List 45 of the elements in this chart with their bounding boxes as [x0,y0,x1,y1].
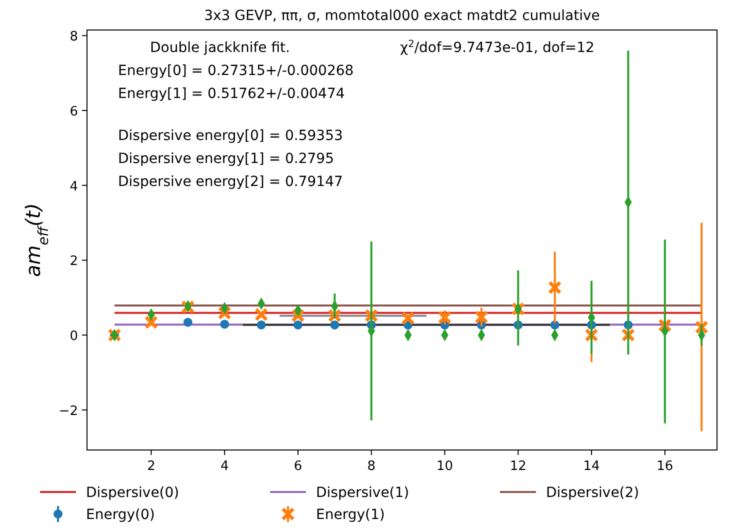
annotation: Double jackknife fit. [150,40,290,56]
legend-label: Dispersive(1) [316,485,410,501]
point [183,318,192,327]
x-tick-label: 4 [220,459,229,474]
point [256,320,266,330]
point [293,320,302,330]
y-tick-label: 8 [70,30,78,45]
point [550,320,560,330]
y-tick-label: 6 [70,104,78,120]
point [474,310,488,324]
x-tick-label: 10 [436,459,454,474]
x-tick-label: 8 [367,459,376,474]
annotation: Dispersive energy[1] = 0.2795 [118,151,334,167]
y-tick-label: 0 [70,329,78,344]
point [108,328,122,342]
point [291,308,305,322]
point [548,280,562,294]
point [144,315,158,330]
legend-label: Energy(1) [316,507,385,523]
legend-label: Dispersive(0) [86,485,180,501]
point [511,302,525,316]
x-tick-label: 12 [510,459,526,474]
x-tick-label: 2 [147,459,156,474]
point [330,320,340,330]
x-tick-label: 14 [583,459,600,474]
legend-label: Energy(0) [86,507,155,523]
point [220,320,230,329]
annotation: Energy[1] = 0.51762+/-0.00474 [118,86,345,102]
point [401,311,415,326]
annotation: Energy[0] = 0.27315+/-0.000268 [118,63,354,79]
legend-label: Dispersive(2) [546,485,640,501]
y-tick-label: 4 [70,179,78,194]
point [218,306,232,320]
x-tick-label: 6 [294,459,302,474]
point [181,300,195,314]
y-tick-label: −2 [58,404,78,419]
chart-title: 3x3 GEVP, ππ, σ, momtotal000 exact matdt2 cumulative [204,8,600,24]
annotation: Dispersive energy[0] = 0.59353 [118,128,343,144]
point [254,308,268,322]
annotation: χ$^{2}$/dof=9.7473e-01, dof=12 [400,38,594,56]
x-tick-label: 16 [656,459,674,474]
annotation: Dispersive energy[2] = 0.79147 [118,174,343,190]
point [658,318,672,332]
point [438,310,452,324]
y-tick-label: 2 [70,254,78,270]
